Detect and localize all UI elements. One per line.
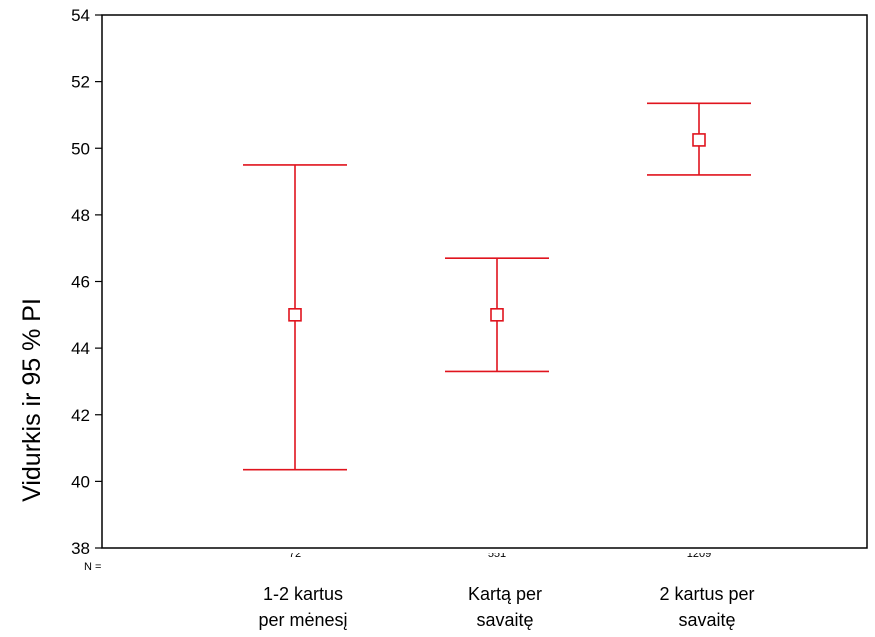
x-category-label: 1-2 kartus — [263, 584, 343, 604]
error-bars — [243, 102, 751, 471]
x-category-label: savaitę — [476, 610, 533, 630]
x-category-label: savaitę — [678, 610, 735, 630]
y-tick-label: 50 — [71, 139, 90, 158]
x-category-label: Kartą per — [468, 584, 542, 604]
y-tick-label: 44 — [71, 339, 90, 358]
mean-marker — [490, 308, 504, 322]
x-category-label: per mėnesį — [258, 610, 347, 630]
y-tick-label: 46 — [71, 273, 90, 292]
y-tick-label: 40 — [71, 472, 90, 491]
y-tick-label: 42 — [71, 406, 90, 425]
error-bar-1 — [243, 164, 347, 471]
y-tick-label: 52 — [71, 73, 90, 92]
y-tick-label: 48 — [71, 206, 90, 225]
y-axis-label: Vidurkis ir 95 % PI — [18, 298, 46, 502]
y-tick-label: 38 — [71, 539, 90, 558]
plot-frame — [101, 14, 868, 549]
error-bar-3 — [647, 102, 751, 176]
axis-mask — [200, 549, 800, 553]
error-bar-2 — [445, 257, 549, 373]
n-prefix-label: N = — [84, 561, 101, 573]
y-axis-ticks: 38 40 42 44 46 48 50 52 54 — [71, 6, 102, 558]
x-category-label: 2 kartus per — [659, 584, 754, 604]
mean-marker — [692, 133, 706, 147]
y-tick-label: 54 — [71, 6, 90, 25]
mean-marker — [288, 308, 302, 322]
